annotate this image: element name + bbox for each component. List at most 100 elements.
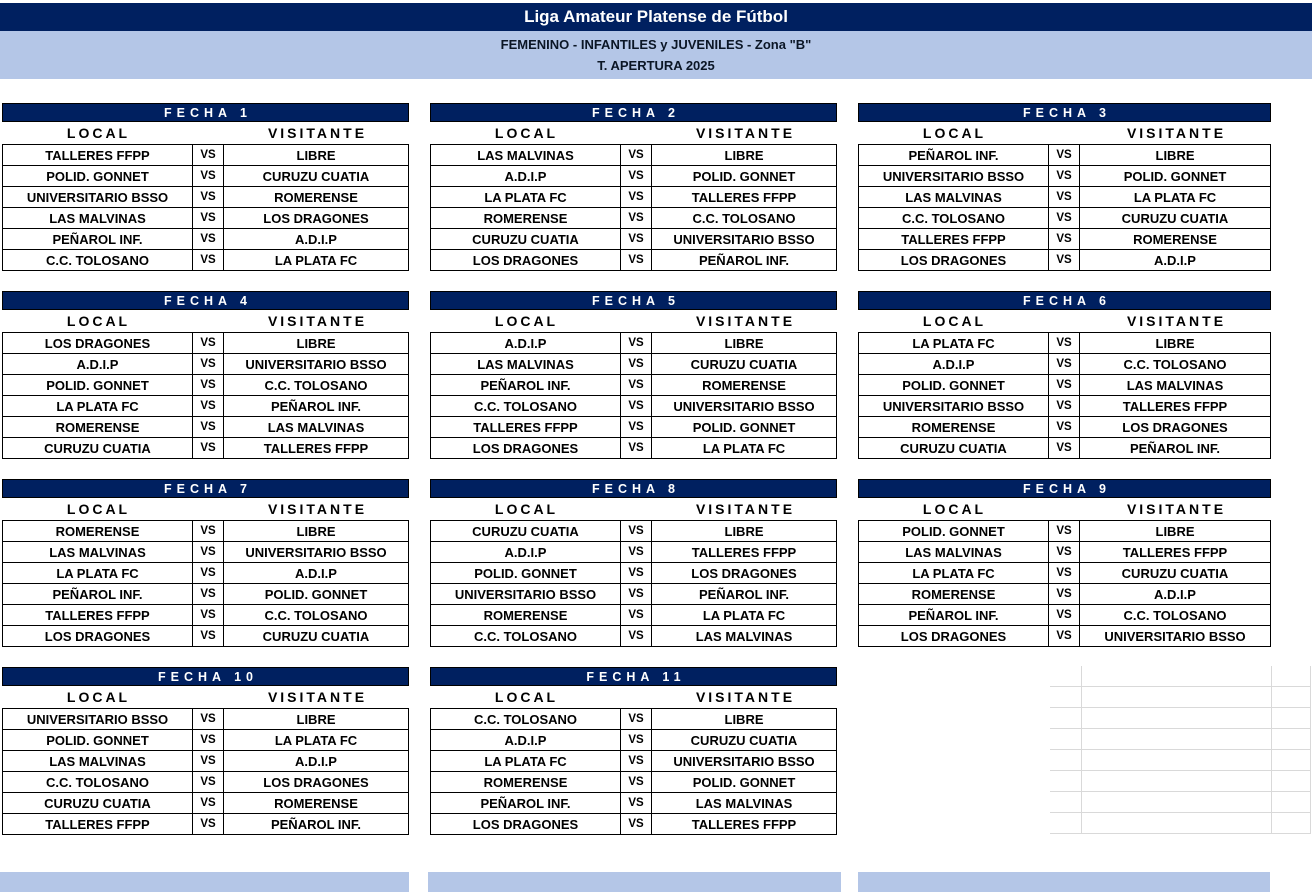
visitante-team-cell: CURUZU CUATIA [690,356,798,372]
vs-label: VS [621,814,652,834]
local-team-cell: LAS MALVINAS [431,354,621,374]
fecha-header: FECHA 8 [430,479,837,498]
vs-label: VS [1049,166,1080,186]
visitante-team-cell: C.C. TOLOSANO [264,377,368,393]
local-column-header: LOCAL [494,313,559,329]
match-list: C.C. TOLOSANO VS LIBRE A.D.I.P VS CURUZU… [430,708,837,835]
visitante-team-cell: LIBRE [296,523,336,539]
vs-label: VS [621,375,652,395]
match-row: C.C. TOLOSANO VS CURUZU CUATIA [859,208,1270,229]
match-list: POLID. GONNET VS LIBRE LAS MALVINAS VS T… [858,520,1271,647]
visitante-team-cell: LAS MALVINAS [695,628,793,644]
vs-label: VS [621,250,652,270]
match-row: TALLERES FFPP VS LIBRE [3,145,408,166]
column-headers: LOCAL VISITANTE [2,122,409,144]
visitante-team-cell: TALLERES FFPP [1122,544,1228,560]
fecha-header: FECHA 2 [430,103,837,122]
visitante-team-cell: PEÑAROL INF. [698,586,790,602]
visitante-team-cell: TALLERES FFPP [691,544,797,560]
match-list: LOS DRAGONES VS LIBRE A.D.I.P VS UNIVERS… [2,332,409,459]
match-list: UNIVERSITARIO BSSO VS LIBRE POLID. GONNE… [2,708,409,835]
vs-label: VS [621,772,652,792]
fecha-table: FECHA 6 LOCAL VISITANTE LA PLATA FC VS L… [858,291,1271,459]
local-team-cell: A.D.I.P [3,354,193,374]
match-row: POLID. GONNET VS C.C. TOLOSANO [3,375,408,396]
local-team-cell: LAS MALVINAS [431,145,621,165]
local-team-cell: PEÑAROL INF. [859,605,1049,625]
local-team-cell: TALLERES FFPP [431,417,621,437]
fecha-title: FECHA 6 [1022,293,1111,308]
vs-label: VS [193,208,224,228]
local-team-cell: LAS MALVINAS [3,751,193,771]
vs-label: VS [621,563,652,583]
local-column-header: LOCAL [66,689,131,705]
match-row: LOS DRAGONES VS A.D.I.P [859,250,1270,271]
match-row: LOS DRAGONES VS LA PLATA FC [431,438,836,459]
local-team-cell: CURUZU CUATIA [3,438,193,458]
match-row: ROMERENSE VS LA PLATA FC [431,605,836,626]
local-column-header: LOCAL [922,501,987,517]
fecha-table: FECHA 11 LOCAL VISITANTE C.C. TOLOSANO V… [430,667,837,835]
visitante-team-cell: LA PLATA FC [702,607,786,623]
visitante-team-cell: C.C. TOLOSANO [1123,607,1227,623]
local-team-cell: POLID. GONNET [431,563,621,583]
fecha-header: FECHA 7 [2,479,409,498]
match-list: CURUZU CUATIA VS LIBRE A.D.I.P VS TALLER… [430,520,837,647]
match-row: PEÑAROL INF. VS POLID. GONNET [3,584,408,605]
local-team-cell: PEÑAROL INF. [3,584,193,604]
visitante-team-cell: PEÑAROL INF. [698,252,790,268]
local-team-cell: PEÑAROL INF. [431,375,621,395]
tournament-subtitle-bar: FEMENINO - INFANTILES y JUVENILES - Zona… [0,31,1312,79]
visitante-team-cell: POLID. GONNET [1123,168,1227,184]
vs-label: VS [193,709,224,729]
vs-label: VS [193,563,224,583]
vs-label: VS [621,187,652,207]
visitante-column-header: VISITANTE [267,313,368,329]
match-row: LOS DRAGONES VS PEÑAROL INF. [431,250,836,271]
local-team-cell: LA PLATA FC [431,187,621,207]
match-row: LAS MALVINAS VS TALLERES FFPP [859,542,1270,563]
vs-label: VS [621,751,652,771]
vs-label: VS [621,208,652,228]
visitante-team-cell: LIBRE [1155,147,1195,163]
local-team-cell: A.D.I.P [431,166,621,186]
fecha-title: FECHA 3 [1022,105,1111,120]
local-team-cell: LA PLATA FC [859,563,1049,583]
vs-label: VS [1049,375,1080,395]
vs-label: VS [193,333,224,353]
match-row: PEÑAROL INF. VS A.D.I.P [3,229,408,250]
visitante-team-cell: UNIVERSITARIO BSSO [673,398,815,414]
vs-label: VS [1049,417,1080,437]
fecha-title: FECHA 7 [163,481,252,496]
vs-label: VS [1049,250,1080,270]
visitante-team-cell: CURUZU CUATIA [262,168,370,184]
local-team-cell: LOS DRAGONES [431,250,621,270]
vs-label: VS [621,333,652,353]
match-row: POLID. GONNET VS LOS DRAGONES [431,563,836,584]
vs-label: VS [193,730,224,750]
match-row: LOS DRAGONES VS LIBRE [3,333,408,354]
local-team-cell: LOS DRAGONES [431,814,621,834]
fecha-table: FECHA 3 LOCAL VISITANTE PEÑAROL INF. VS … [858,103,1271,271]
fecha-table: FECHA 2 LOCAL VISITANTE LAS MALVINAS VS … [430,103,837,271]
match-row: A.D.I.P VS LIBRE [431,333,836,354]
vs-label: VS [193,187,224,207]
visitante-team-cell: LAS MALVINAS [1126,377,1224,393]
visitante-team-cell: LA PLATA FC [702,440,786,456]
match-row: POLID. GONNET VS CURUZU CUATIA [3,166,408,187]
match-row: ROMERENSE VS C.C. TOLOSANO [431,208,836,229]
visitante-team-cell: POLID. GONNET [692,419,796,435]
vs-label: VS [621,396,652,416]
visitante-team-cell: ROMERENSE [274,189,358,205]
local-team-cell: UNIVERSITARIO BSSO [431,584,621,604]
visitante-team-cell: LIBRE [296,147,336,163]
vs-label: VS [193,250,224,270]
match-row: CURUZU CUATIA VS LIBRE [431,521,836,542]
local-team-cell: LOS DRAGONES [859,250,1049,270]
visitante-team-cell: LOS DRAGONES [691,565,797,581]
vs-label: VS [1049,208,1080,228]
match-row: A.D.I.P VS C.C. TOLOSANO [859,354,1270,375]
local-team-cell: ROMERENSE [431,772,621,792]
column-headers: LOCAL VISITANTE [858,310,1271,332]
match-row: TALLERES FFPP VS C.C. TOLOSANO [3,605,408,626]
